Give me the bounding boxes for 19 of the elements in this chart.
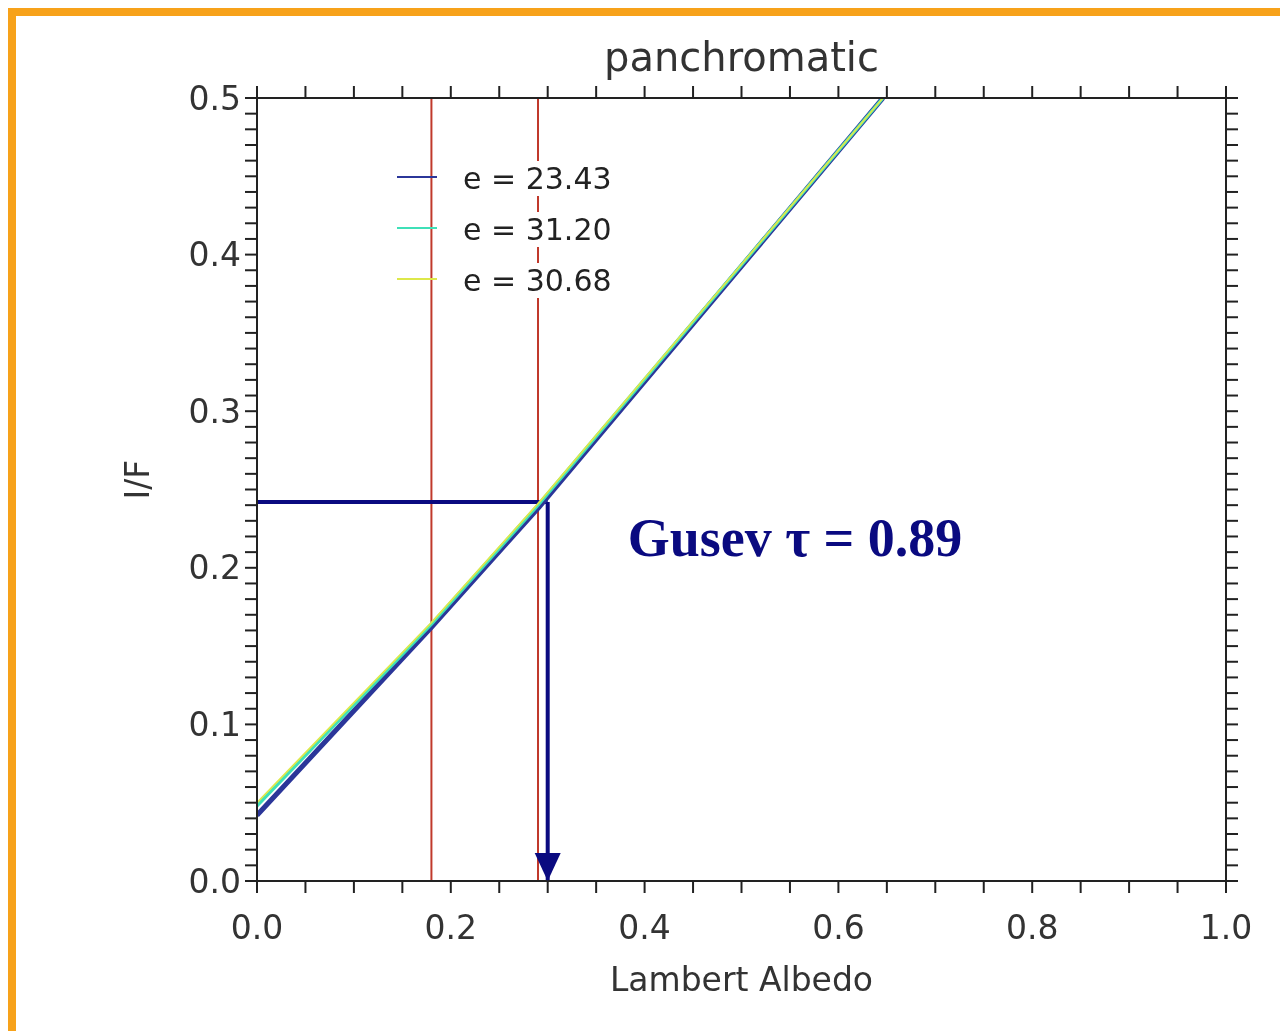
- y-axis-title: I/F: [117, 459, 157, 500]
- legend-label: e = 30.68: [463, 263, 612, 298]
- legend-label: e = 31.20: [463, 212, 612, 247]
- x-tick-label: 0.6: [812, 908, 865, 947]
- y-tick-label: 0.4: [188, 235, 241, 275]
- y-tick-label: 0.1: [188, 704, 241, 744]
- y-tick-label: 0.5: [188, 78, 241, 118]
- x-tick-label: 0.4: [618, 908, 671, 947]
- chart-title: panchromatic: [603, 34, 880, 80]
- x-tick-label: 1.0: [1199, 908, 1253, 947]
- legend-label: e = 23.43: [463, 161, 612, 196]
- x-tick-label: 0.0: [230, 908, 284, 947]
- y-tick-label: 0.2: [188, 548, 241, 588]
- x-tick-label: 0.2: [424, 908, 478, 947]
- x-tick-label: 0.8: [1005, 908, 1059, 947]
- y-tick-label: 0.0: [188, 861, 241, 901]
- y-tick-label: 0.3: [188, 391, 241, 431]
- x-axis-title: Lambert Albedo: [609, 960, 874, 999]
- annotation: Gusev τ = 0.89: [627, 507, 963, 570]
